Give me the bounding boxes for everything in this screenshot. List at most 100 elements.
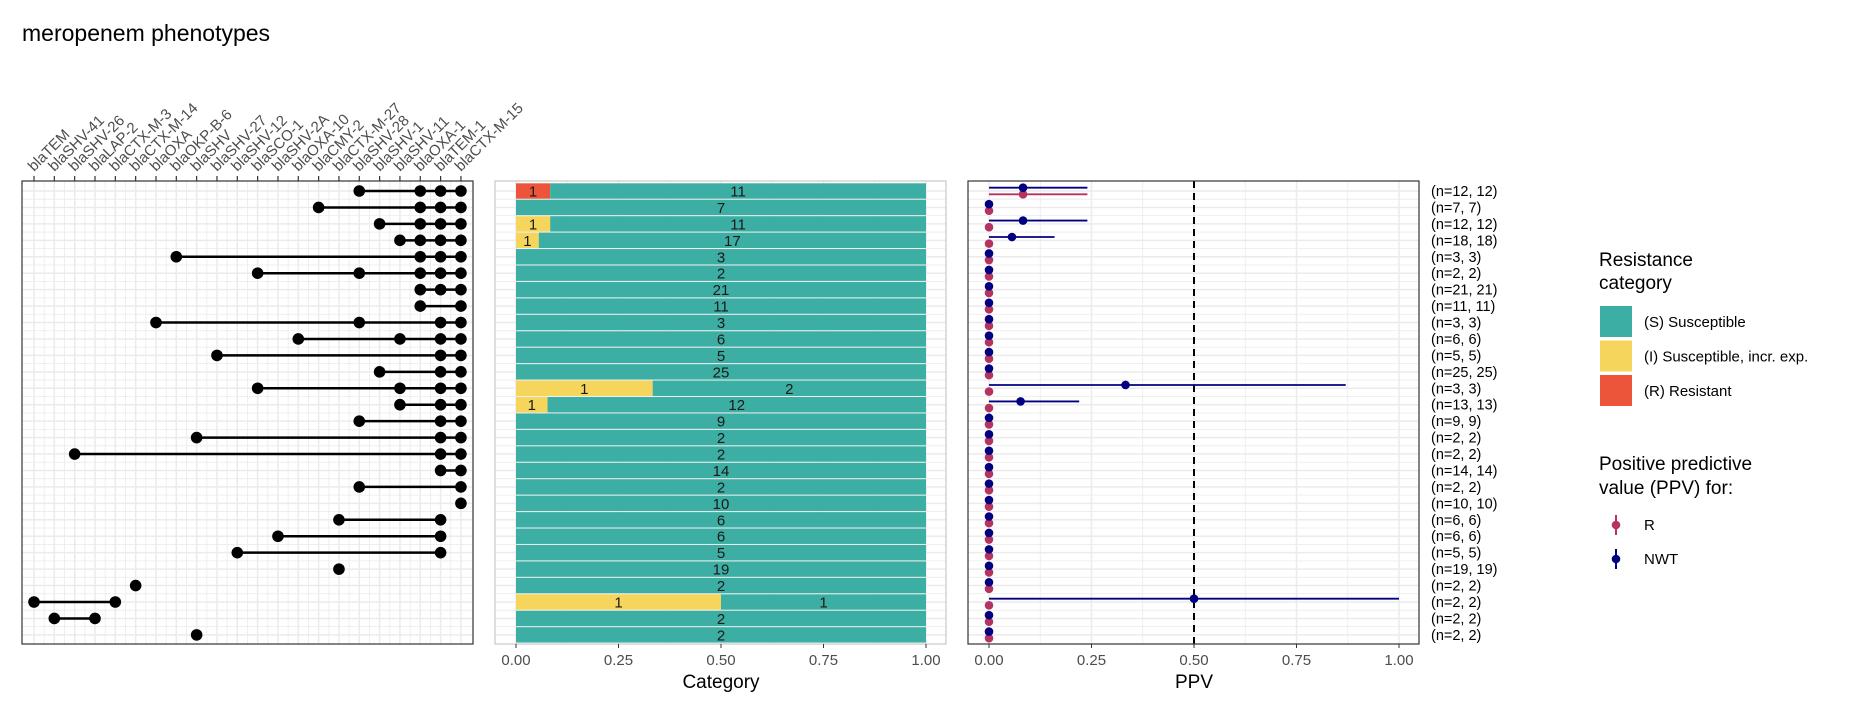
bar-count-label: 2 bbox=[785, 381, 793, 398]
bar-count-label: 1 bbox=[529, 216, 537, 233]
bar-segment-S bbox=[516, 446, 926, 462]
bar-count-label: 6 bbox=[717, 529, 725, 546]
ppv-point-NWT bbox=[984, 610, 994, 620]
gene-presence-dot bbox=[414, 300, 427, 312]
bar-segment-I bbox=[516, 594, 721, 610]
ppv-point-R bbox=[984, 206, 994, 216]
gene-presence-dot bbox=[48, 612, 61, 625]
bar-count-label: 9 bbox=[717, 414, 725, 431]
bar-count-label: 1 bbox=[523, 233, 531, 250]
gene-presence-dot bbox=[455, 497, 467, 510]
gene-presence-dot bbox=[434, 464, 447, 477]
bar-segment-S bbox=[516, 561, 926, 577]
gene-presence-dot bbox=[455, 218, 467, 230]
gene-presence-dot bbox=[434, 185, 447, 197]
bar-segment-S bbox=[516, 298, 926, 314]
gene-presence-dot bbox=[394, 382, 406, 395]
ppv-point-NWT bbox=[984, 347, 994, 357]
gene-presence-dot bbox=[455, 283, 467, 296]
gene-presence-dot bbox=[353, 481, 366, 493]
n-label: (n=3, 3) bbox=[1431, 381, 1481, 397]
bar-count-label: 2 bbox=[717, 447, 725, 464]
ppv-point-NWT bbox=[1189, 594, 1199, 603]
x-tick-label: 0.50 bbox=[1179, 652, 1208, 669]
gene-presence-dot bbox=[455, 415, 467, 427]
bar-segment-S bbox=[516, 331, 926, 347]
n-label: (n=7, 7) bbox=[1431, 200, 1481, 216]
gene-presence-dot bbox=[455, 300, 467, 312]
ppv-point-NWT bbox=[984, 249, 994, 258]
n-label: (n=3, 3) bbox=[1431, 250, 1481, 266]
legend-swatch-R bbox=[1600, 375, 1632, 406]
ppv-point-NWT bbox=[1121, 380, 1130, 390]
n-label: (n=2, 2) bbox=[1431, 579, 1481, 595]
ppv-point-R bbox=[1018, 190, 1028, 199]
ppv-point-NWT bbox=[1018, 183, 1028, 192]
gene-presence-dot bbox=[231, 546, 244, 559]
ppv-point-NWT bbox=[984, 331, 994, 340]
ppv-point-R bbox=[984, 469, 994, 479]
ppv-point-NWT bbox=[984, 430, 994, 439]
ppv-point-NWT bbox=[984, 545, 994, 554]
x-tick-label: 0.75 bbox=[1282, 652, 1311, 669]
n-label: (n=2, 2) bbox=[1431, 628, 1481, 644]
ppv-point-R bbox=[984, 305, 994, 314]
ppv-point-R bbox=[984, 288, 994, 298]
gene-presence-dot bbox=[455, 382, 467, 395]
gene-presence-dot bbox=[272, 530, 284, 543]
gene-presence-dot bbox=[434, 382, 447, 395]
x-axis-title: PPV bbox=[1175, 672, 1213, 693]
bar-count-label: 3 bbox=[717, 315, 725, 332]
n-label: (n=6, 6) bbox=[1431, 529, 1481, 545]
legend-category-title: Resistance bbox=[1599, 250, 1693, 271]
legend-swatch-S bbox=[1600, 306, 1632, 337]
legend-label: (I) Susceptible, incr. exp. bbox=[1644, 349, 1808, 366]
gene-presence-dot bbox=[89, 612, 101, 625]
bar-count-label: 1 bbox=[528, 397, 536, 414]
bar-segment-S bbox=[516, 364, 926, 380]
bar-count-label: 2 bbox=[717, 578, 725, 595]
n-label: (n=10, 10) bbox=[1431, 496, 1498, 512]
gene-presence-dot bbox=[28, 596, 40, 608]
n-label: (n=6, 6) bbox=[1431, 513, 1481, 529]
legend-point-NWT bbox=[1611, 554, 1621, 564]
bar-segment-S bbox=[550, 216, 926, 232]
n-label: (n=2, 2) bbox=[1431, 480, 1481, 496]
gene-presence-dot bbox=[251, 267, 264, 280]
legend-label: NWT bbox=[1644, 551, 1678, 568]
gene-presence-dot bbox=[434, 448, 447, 460]
n-label: (n=2, 2) bbox=[1431, 431, 1481, 447]
n-label: (n=6, 6) bbox=[1431, 332, 1481, 348]
ppv-panel: (n=12, 12)(n=7, 7)(n=12, 12)(n=18, 18)(n… bbox=[967, 180, 1498, 693]
gene-presence-dot bbox=[455, 464, 467, 477]
gene-presence-dot bbox=[434, 316, 447, 329]
bar-segment-S bbox=[516, 479, 926, 495]
bar-count-label: 2 bbox=[717, 627, 725, 644]
bar-count-label: 21 bbox=[713, 282, 730, 299]
bar-count-label: 14 bbox=[713, 463, 730, 480]
gene-presence-dot bbox=[251, 382, 264, 395]
x-tick-label: 0.00 bbox=[501, 652, 530, 669]
gene-presence-dot bbox=[353, 185, 366, 197]
n-label: (n=9, 9) bbox=[1431, 414, 1481, 430]
gene-presence-dot bbox=[434, 366, 447, 378]
bar-count-label: 25 bbox=[713, 364, 730, 381]
gene-presence-dot bbox=[394, 333, 406, 345]
bar-count-label: 12 bbox=[728, 397, 745, 414]
ppv-point-R bbox=[984, 568, 994, 577]
bar-segment-S bbox=[550, 183, 926, 199]
bar-count-label: 3 bbox=[717, 249, 725, 266]
bar-count-label: 11 bbox=[730, 216, 746, 233]
gene-presence-dot bbox=[455, 431, 467, 444]
gene-presence-dot bbox=[434, 349, 447, 362]
bar-segment-I bbox=[516, 216, 551, 232]
bar-segment-I bbox=[516, 232, 539, 249]
gene-presence-dot bbox=[414, 234, 427, 247]
gene-presence-dot bbox=[434, 431, 447, 444]
ppv-point-R bbox=[984, 255, 994, 265]
n-label: (n=5, 5) bbox=[1431, 546, 1481, 562]
gene-presence-dot bbox=[353, 267, 366, 280]
gene-presence-dot bbox=[455, 250, 467, 263]
